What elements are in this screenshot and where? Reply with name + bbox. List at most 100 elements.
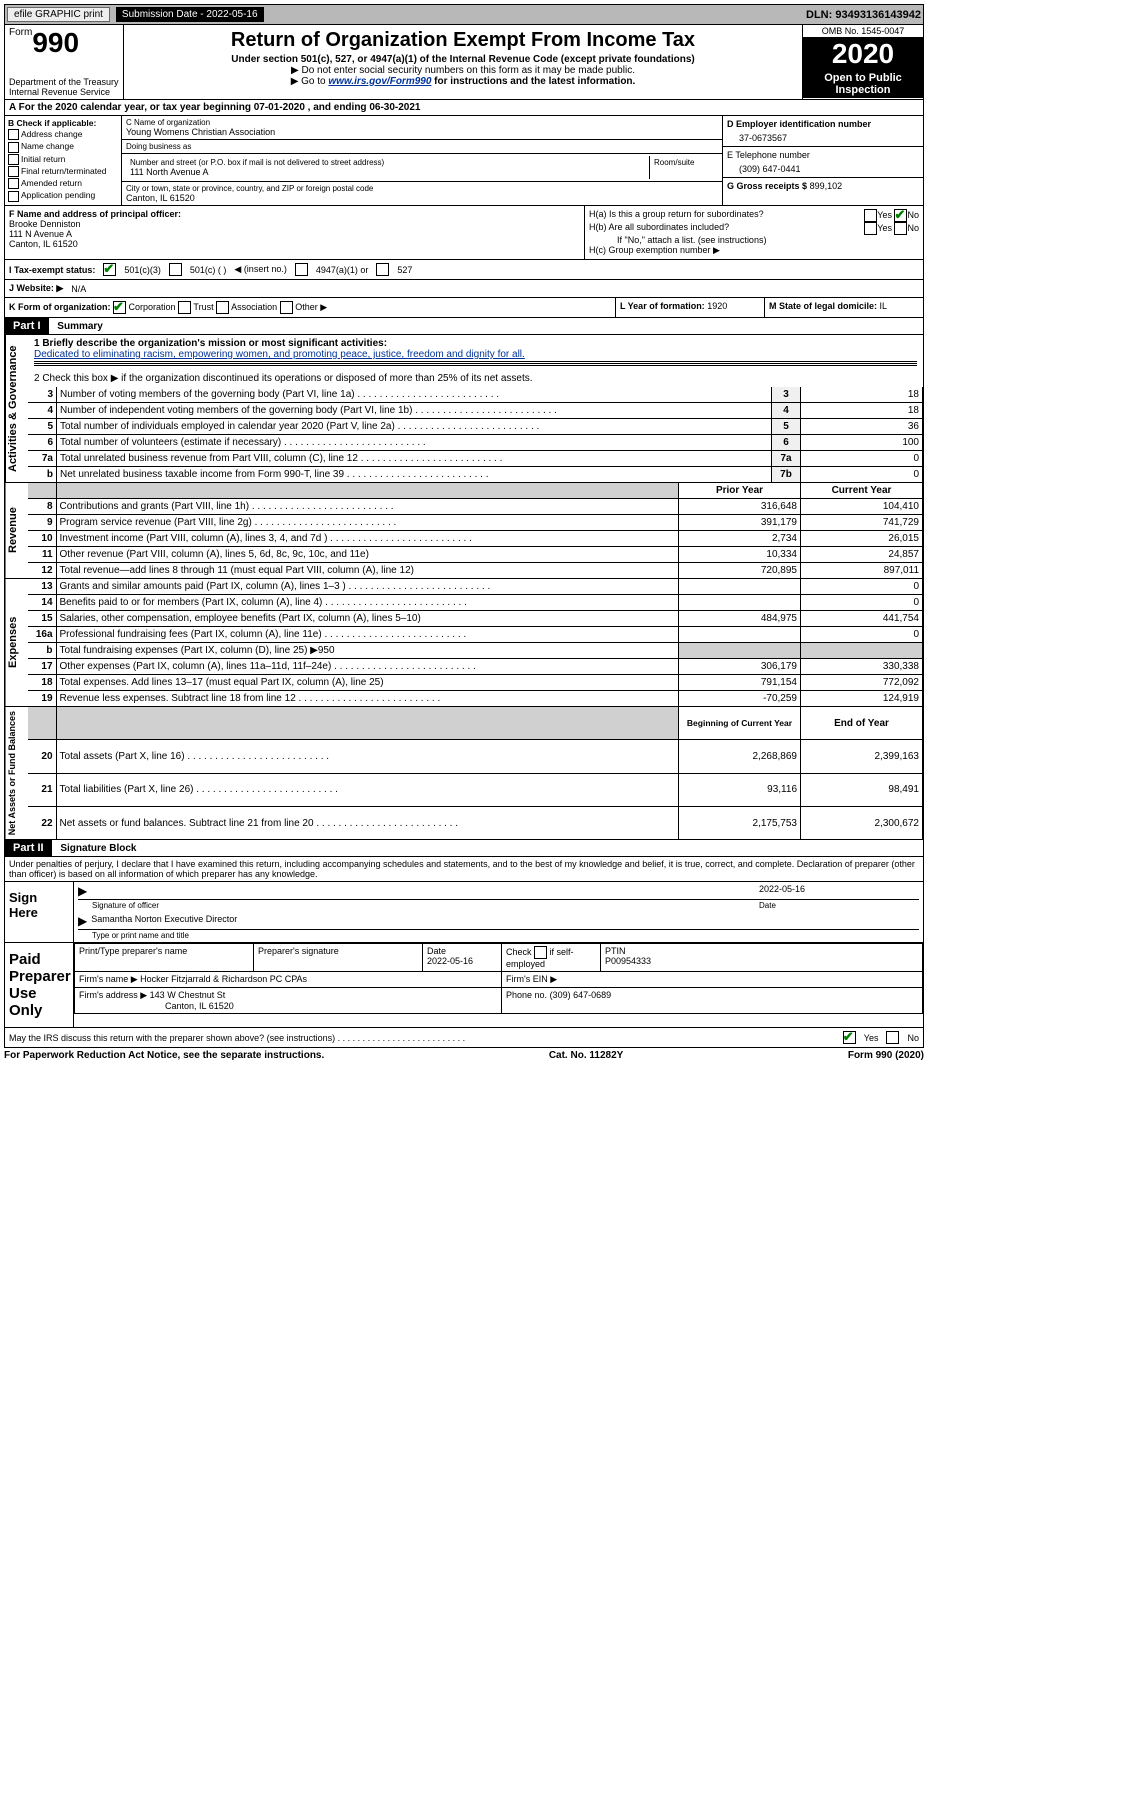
table-row: 20Total assets (Part X, line 16)2,268,86… (28, 740, 923, 774)
preparer-table: Print/Type preparer's name Preparer's si… (74, 943, 923, 1014)
prep-date-label: Date (427, 946, 446, 956)
form-org-label: K Form of organization: (9, 302, 111, 312)
officer-city: Canton, IL 61520 (9, 239, 78, 249)
dept-irs: Internal Revenue Service (9, 87, 119, 97)
table-row: 18Total expenses. Add lines 13–17 (must … (28, 675, 923, 691)
firm-name-label: Firm's name ▶ (79, 974, 138, 984)
sig-officer-label: Signature of officer (78, 901, 759, 910)
chk-name-change[interactable]: Name change (8, 141, 118, 152)
chk-corporation[interactable] (113, 301, 126, 314)
side-net-assets: Net Assets or Fund Balances (5, 707, 28, 839)
box-b: B Check if applicable: Address change Na… (5, 116, 122, 205)
sign-here-label: Sign Here (5, 882, 74, 942)
form-number-block: Form990 Department of the Treasury Inter… (5, 25, 124, 99)
firm-ein-label: Firm's EIN ▶ (502, 972, 923, 988)
ha-label: H(a) Is this a group return for subordin… (589, 209, 864, 222)
chk-association[interactable] (216, 301, 229, 314)
ha-yes-checkbox[interactable] (864, 209, 877, 222)
gross-label: G Gross receipts $ (727, 181, 807, 191)
mission-text: Dedicated to eliminating racism, empower… (34, 349, 525, 360)
table-row: 3Number of voting members of the governi… (28, 387, 923, 403)
table-row: 14Benefits paid to or for members (Part … (28, 595, 923, 611)
table-row: 8Contributions and grants (Part VIII, li… (28, 499, 923, 515)
open-public-badge: Open to Public Inspection (803, 70, 923, 98)
sig-name-label: Type or print name and title (78, 931, 919, 940)
chk-trust[interactable] (178, 301, 191, 314)
firm-addr2-value: Canton, IL 61520 (79, 1001, 234, 1011)
chk-final-return[interactable]: Final return/terminated (8, 166, 118, 177)
firm-addr-label: Firm's address ▶ (79, 990, 147, 1000)
officer-name: Brooke Denniston (9, 219, 81, 229)
ein-label: D Employer identification number (727, 119, 871, 129)
cat-no: Cat. No. 11282Y (549, 1050, 623, 1061)
table-row: 4Number of independent voting members of… (28, 403, 923, 419)
form-subtitle-2: ▶ Do not enter social security numbers o… (128, 65, 798, 76)
table-row: 9Program service revenue (Part VIII, lin… (28, 515, 923, 531)
part-1: Part I Summary Activities & Governance 1… (4, 318, 924, 840)
year-formation-value: 1920 (707, 301, 727, 311)
chk-application-pending[interactable]: Application pending (8, 190, 118, 201)
form-title: Return of Organization Exempt From Incom… (128, 29, 798, 52)
tax-year: 2020 (803, 38, 923, 70)
form-title-block: Return of Organization Exempt From Incom… (124, 25, 802, 99)
prep-name-label: Print/Type preparer's name (75, 944, 254, 972)
firm-phone-label: Phone no. (506, 990, 547, 1000)
hb-yes-checkbox[interactable] (864, 222, 877, 235)
line-a: A For the 2020 calendar year, or tax yea… (4, 100, 924, 116)
prep-date-value: 2022-05-16 (427, 956, 473, 966)
line-2: 2 Check this box ▶ if the organization d… (28, 370, 923, 387)
chk-4947a1[interactable] (295, 263, 308, 276)
website-label: J Website: ▶ (9, 283, 63, 294)
table-row: 7aTotal unrelated business revenue from … (28, 451, 923, 467)
table-row: 11Other revenue (Part VIII, column (A), … (28, 547, 923, 563)
hb-note: If "No," attach a list. (see instruction… (589, 235, 919, 245)
ag-table: 3Number of voting members of the governi… (28, 387, 923, 482)
chk-address-change[interactable]: Address change (8, 129, 118, 140)
table-row: 21Total liabilities (Part X, line 26)93,… (28, 773, 923, 807)
page-footer: For Paperwork Reduction Act Notice, see … (4, 1048, 924, 1063)
discuss-label: May the IRS discuss this return with the… (9, 1033, 835, 1043)
chk-501c[interactable] (169, 263, 182, 276)
box-j: J Website: ▶ N/A (4, 280, 924, 298)
efile-print-button[interactable]: efile GRAPHIC print (7, 7, 110, 22)
chk-527[interactable] (376, 263, 389, 276)
ptin-label: PTIN (605, 946, 626, 956)
discuss-no-checkbox[interactable] (886, 1031, 899, 1044)
table-row: 17Other expenses (Part IX, column (A), l… (28, 659, 923, 675)
org-name-label: C Name of organization (126, 118, 718, 127)
form-ref: Form 990 (2020) (848, 1050, 924, 1061)
table-row: 10Investment income (Part VIII, column (… (28, 531, 923, 547)
discuss-yes-checkbox[interactable] (843, 1031, 856, 1044)
hb-no-checkbox[interactable] (894, 222, 907, 235)
netassets-table: Beginning of Current YearEnd of Year 20T… (28, 707, 923, 839)
dln-text: DLN: 93493136143942 (806, 9, 921, 21)
chk-self-employed[interactable] (534, 946, 547, 959)
form990-link[interactable]: www.irs.gov/Form990 (328, 76, 431, 87)
officer-label: F Name and address of principal officer: (9, 209, 181, 219)
paid-preparer-block: Paid Preparer Use Only Print/Type prepar… (4, 943, 924, 1028)
chk-initial-return[interactable]: Initial return (8, 154, 118, 165)
expenses-table: 13Grants and similar amounts paid (Part … (28, 579, 923, 706)
top-toolbar: efile GRAPHIC print Submission Date - 20… (4, 4, 924, 25)
form-subtitle-1: Under section 501(c), 527, or 4947(a)(1)… (128, 54, 798, 65)
street-label: Number and street (or P.O. box if mail i… (130, 158, 645, 167)
sig-date-label: Date (759, 901, 919, 910)
chk-other[interactable] (280, 301, 293, 314)
box-h: H(a) Is this a group return for subordin… (585, 206, 923, 259)
klm-row: K Form of organization: Corporation Trus… (4, 298, 924, 318)
perjury-text: Under penalties of perjury, I declare th… (5, 857, 923, 881)
revenue-table: Prior YearCurrent Year 8Contributions an… (28, 483, 923, 578)
part2-header: Part II (5, 840, 52, 856)
ha-no-checkbox[interactable] (894, 209, 907, 222)
dba-label: Doing business as (126, 142, 718, 151)
meta-block: B Check if applicable: Address change Na… (4, 116, 924, 206)
prep-sig-label: Preparer's signature (254, 944, 423, 972)
sign-here-block: Sign Here 2022-05-16 Signature of office… (4, 882, 924, 943)
form-year-block: OMB No. 1545-0047 2020 Open to Public In… (802, 25, 923, 99)
firm-addr1-value: 143 W Chestnut St (150, 990, 226, 1000)
dept-treasury: Department of the Treasury (9, 77, 119, 87)
box-m: M State of legal domicile: IL (765, 298, 923, 317)
chk-amended-return[interactable]: Amended return (8, 178, 118, 189)
phone-label: E Telephone number (727, 150, 810, 160)
chk-501c3[interactable] (103, 263, 116, 276)
